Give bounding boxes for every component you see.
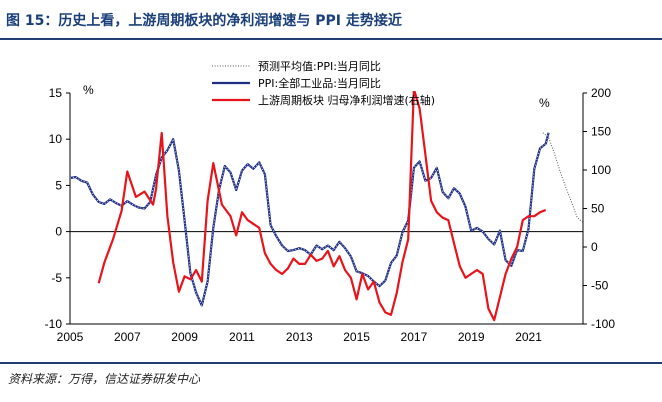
left-tick-label: 0 bbox=[55, 225, 62, 239]
left-axis-unit: % bbox=[83, 83, 94, 97]
right-tick-label: -100 bbox=[591, 317, 615, 331]
right-tick-label: 50 bbox=[591, 202, 605, 216]
legend-label-2: 上游周期板块 归母净利润增速(右轴) bbox=[258, 93, 435, 107]
series-line-0 bbox=[542, 132, 583, 223]
right-tick-label: 150 bbox=[591, 125, 611, 139]
left-tick-label: -10 bbox=[45, 317, 63, 331]
right-tick-label: 100 bbox=[591, 163, 611, 177]
left-tick-label: 5 bbox=[55, 178, 62, 192]
x-tick-label: 2009 bbox=[171, 330, 198, 344]
right-tick-label: -50 bbox=[591, 279, 609, 293]
top-rule bbox=[0, 38, 662, 40]
legend-label-1: PPI:全部工业品:当月同比 bbox=[258, 76, 381, 90]
chart-title: 图 15：历史上看，上游周期板块的净利润增速与 PPI 走势接近 bbox=[6, 13, 402, 29]
x-tick-label: 2019 bbox=[458, 330, 485, 344]
right-tick-label: 0 bbox=[591, 240, 598, 254]
x-tick-label: 2005 bbox=[57, 330, 84, 344]
x-tick-label: 2013 bbox=[286, 330, 313, 344]
left-tick-label: -5 bbox=[51, 271, 62, 285]
x-tick-label: 2011 bbox=[229, 330, 255, 344]
bottom-rule bbox=[0, 362, 662, 364]
series-line-2 bbox=[97, 91, 547, 322]
source-note: 资料来源：万得，信达证券研发中心 bbox=[8, 372, 201, 386]
right-tick-label: 200 bbox=[591, 86, 611, 100]
x-tick-label: 2021 bbox=[515, 330, 542, 344]
legend-label-0: 预测平均值:PPI:当月同比 bbox=[258, 59, 381, 73]
left-tick-label: 10 bbox=[49, 132, 63, 146]
left-tick-label: 15 bbox=[49, 86, 63, 100]
x-tick-label: 2015 bbox=[343, 330, 370, 344]
x-tick-label: 2007 bbox=[114, 330, 141, 344]
x-tick-label: 2017 bbox=[401, 330, 428, 344]
series-line-1 bbox=[70, 132, 550, 307]
right-axis-unit: % bbox=[539, 96, 550, 110]
series-line-1-highlight bbox=[70, 132, 549, 307]
